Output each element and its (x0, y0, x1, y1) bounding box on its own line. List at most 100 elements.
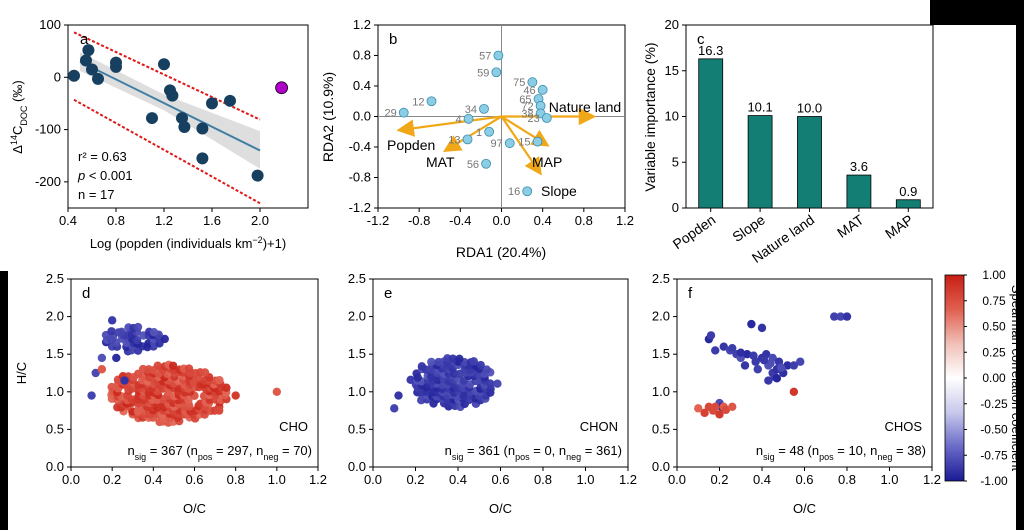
plot-frame (372, 278, 629, 468)
outlier-point (275, 81, 289, 95)
y-tick-label: 2.0 (46, 309, 64, 324)
data-point (80, 54, 92, 67)
molecule-point (160, 334, 169, 344)
y-tick-label: 5 (672, 154, 679, 169)
molecule-point (107, 316, 117, 325)
data-point (251, 169, 264, 182)
class-label: CHO (279, 419, 308, 434)
panel-label: d (82, 285, 90, 302)
site-label: 34 (465, 104, 477, 116)
x-tick-label: -0.8 (408, 213, 430, 228)
molecule-point (796, 357, 805, 366)
x-tick-label: 0.0 (492, 213, 510, 228)
y-tick-label: 0.0 (353, 109, 371, 124)
site-point (398, 107, 409, 118)
x-tick-label: 1.2 (155, 213, 173, 228)
site-label: 56 (467, 159, 479, 171)
site-point (491, 67, 502, 78)
data-point (110, 60, 122, 73)
colorbar-tick-label: -0.75 (980, 448, 1008, 462)
bar-value-label: 10.0 (797, 101, 822, 116)
molecule-point (117, 327, 126, 337)
molecule-point (753, 365, 762, 374)
molecule-point (764, 376, 773, 385)
class-label: CHON (580, 419, 618, 434)
site-label: 1 (476, 127, 482, 139)
y-tick-label: 0.8 (353, 48, 371, 63)
vector-arrow (500, 115, 542, 176)
significance-summary: nsig = 48 (npos = 10, nneg = 38) (756, 443, 926, 462)
regression-line (79, 60, 261, 152)
molecule-point (406, 375, 415, 385)
colorbar-tick-label: -0.50 (980, 423, 1008, 437)
site-label: 46 (523, 85, 535, 97)
colorbar-tick-label: 0.25 (982, 345, 1006, 359)
site-label: 12 (412, 96, 424, 108)
molecule-point (200, 368, 210, 377)
y-tick-label: -200 (35, 174, 61, 189)
y-axis-title: H/C (14, 362, 29, 384)
x-tick-label: 0.0 (62, 472, 80, 487)
molecule-point (728, 402, 737, 412)
molecule-point (482, 365, 491, 374)
y-tick-label: 20 (665, 17, 679, 32)
x-axis-title: O/C (183, 501, 206, 516)
vector-arrow (443, 115, 503, 152)
molecule-point (231, 391, 240, 400)
x-axis-title: O/C (793, 501, 816, 516)
site-label: 97 (490, 138, 502, 150)
x-tick-label: 1.0 (576, 472, 594, 487)
molecule-point (842, 312, 852, 321)
y-tick-label: 1.5 (348, 346, 366, 361)
x-tick-label: 1.0 (880, 472, 898, 487)
molecule-point (772, 374, 782, 383)
molecule-point (168, 361, 178, 370)
y-axis-title: Δ14CDOC (‰) (9, 80, 29, 153)
molecule-point (215, 375, 224, 385)
molecule-point (133, 322, 143, 332)
vector-label: Slope (541, 183, 577, 199)
data-point (166, 89, 179, 102)
molecule-point (736, 348, 745, 357)
y-tick-label: 1.2 (353, 17, 371, 32)
y-tick-label: 1.5 (46, 346, 64, 361)
colorbar-tick-label: 0.00 (982, 371, 1006, 385)
panel-label: f (688, 285, 693, 302)
site-label: 65 (519, 94, 531, 106)
x-tick-label: Slope (729, 211, 768, 245)
panel-label: c (697, 31, 705, 48)
molecule-point (789, 387, 799, 396)
panel-label: a (80, 31, 89, 48)
molecule-point (747, 319, 756, 329)
plot-frame (67, 24, 309, 209)
site-point (504, 138, 515, 149)
vector-label: Popden (387, 137, 435, 153)
site-point (479, 103, 489, 114)
y-axis-title: RDA2 (10.9%) (320, 72, 336, 162)
bar (797, 116, 822, 209)
site-label: 4 (455, 114, 461, 126)
data-point (158, 58, 170, 71)
molecule-point (448, 354, 458, 363)
site-label: 15 (518, 137, 530, 149)
y-tick-label: 0.5 (652, 421, 670, 436)
data-point (68, 69, 80, 82)
x-tick-label: 0.4 (449, 472, 467, 487)
vector-label: MAT (426, 154, 455, 170)
molecule-point (455, 354, 464, 363)
site-point (522, 186, 533, 197)
molecule-point (97, 365, 107, 374)
site-label: 72 (521, 101, 533, 113)
site-label: 59 (477, 67, 489, 79)
significance-summary: nsig = 361 (npos = 0, nneg = 361) (445, 443, 622, 462)
y-tick-label: 0.0 (348, 459, 366, 474)
molecule-point (222, 383, 231, 392)
y-tick-label: 0 (672, 200, 679, 215)
data-point (196, 152, 209, 165)
y-tick-label: -1.2 (349, 200, 371, 215)
molecule-point (719, 342, 728, 351)
molecule-point (120, 376, 129, 385)
molecule-point (711, 346, 720, 355)
significance-summary: nsig = 367 (npos = 297, nneg = 70) (127, 443, 312, 462)
